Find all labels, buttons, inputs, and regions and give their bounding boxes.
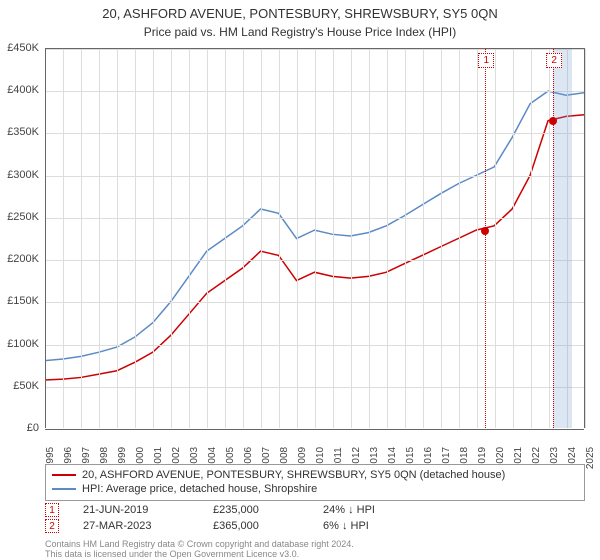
- gridline-v: [495, 49, 496, 428]
- chart-title-line1: 20, ASHFORD AVENUE, PONTESBURY, SHREWSBU…: [0, 0, 600, 23]
- gridline-v: [477, 49, 478, 428]
- y-tick-label: £400K: [7, 84, 39, 96]
- gridline-v: [207, 49, 208, 428]
- gridline-v: [189, 49, 190, 428]
- legend-row: HPI: Average price, detached house, Shro…: [52, 482, 578, 496]
- y-tick-label: £50K: [13, 380, 39, 392]
- sale-marker-label: 1: [478, 53, 494, 68]
- legend-row: 20, ASHFORD AVENUE, PONTESBURY, SHREWSBU…: [52, 468, 578, 482]
- y-tick-label: £250K: [7, 211, 39, 223]
- chart-title-line2: Price paid vs. HM Land Registry's House …: [0, 23, 600, 39]
- sale-row: 1 21-JUN-2019 £235,000 24% ↓ HPI: [45, 502, 585, 518]
- gridline-v: [153, 49, 154, 428]
- gridline-v: [171, 49, 172, 428]
- sale-row-date: 21-JUN-2019: [83, 504, 193, 516]
- gridline-v: [45, 49, 46, 428]
- gridline-v: [531, 49, 532, 428]
- gridline-v: [63, 49, 64, 428]
- gridline-v: [315, 49, 316, 428]
- sale-row: 2 27-MAR-2023 £365,000 6% ↓ HPI: [45, 518, 585, 534]
- plot-area: 12: [45, 48, 585, 428]
- legend-label: HPI: Average price, detached house, Shro…: [82, 482, 317, 496]
- chart-container: 20, ASHFORD AVENUE, PONTESBURY, SHREWSBU…: [0, 0, 600, 560]
- y-tick-label: £450K: [7, 42, 39, 54]
- y-tick-label: £0: [27, 422, 39, 434]
- legend-label: 20, ASHFORD AVENUE, PONTESBURY, SHREWSBU…: [82, 468, 505, 482]
- sale-point: [481, 227, 489, 235]
- gridline-v: [81, 49, 82, 428]
- gridline-v: [387, 49, 388, 428]
- sale-vline: [553, 49, 554, 428]
- y-tick-label: £300K: [7, 169, 39, 181]
- gridline-v: [297, 49, 298, 428]
- sale-vline: [485, 49, 486, 428]
- sale-row-price: £365,000: [213, 520, 303, 532]
- sale-row-delta: 6% ↓ HPI: [323, 520, 369, 532]
- legend: 20, ASHFORD AVENUE, PONTESBURY, SHREWSBU…: [45, 464, 585, 501]
- gridline-v: [459, 49, 460, 428]
- sale-row-delta: 24% ↓ HPI: [323, 504, 375, 516]
- gridline-v: [279, 49, 280, 428]
- gridline-v: [585, 49, 586, 428]
- y-tick-label: £200K: [7, 253, 39, 265]
- gridline-v: [225, 49, 226, 428]
- shade-band: [553, 49, 572, 428]
- sale-row-price: £235,000: [213, 504, 303, 516]
- sale-marker-label: 2: [546, 53, 562, 68]
- gridline-v: [549, 49, 550, 428]
- sale-table: 1 21-JUN-2019 £235,000 24% ↓ HPI 2 27-MAR-202…: [45, 502, 585, 534]
- y-tick-label: £100K: [7, 338, 39, 350]
- gridline-v: [423, 49, 424, 428]
- gridline-v: [117, 49, 118, 428]
- sale-point: [549, 117, 557, 125]
- x-tick-label: 2025: [585, 447, 596, 469]
- gridline-v: [243, 49, 244, 428]
- gridline-v: [135, 49, 136, 428]
- legend-swatch: [52, 474, 76, 476]
- gridline-v: [513, 49, 514, 428]
- gridline-v: [405, 49, 406, 428]
- y-axis: £0£50K£100K£150K£200K£250K£300K£350K£400…: [0, 48, 42, 428]
- gridline-v: [333, 49, 334, 428]
- gridline-v: [261, 49, 262, 428]
- gridline-v: [351, 49, 352, 428]
- sale-row-marker: 2: [45, 519, 59, 533]
- sale-row-date: 27-MAR-2023: [83, 520, 193, 532]
- x-axis: 1995199619971998199920002001200220032004…: [45, 430, 585, 460]
- sale-row-marker: 1: [45, 503, 59, 517]
- footnote-line2: This data is licensed under the Open Gov…: [45, 550, 585, 560]
- footnote: Contains HM Land Registry data © Crown c…: [45, 540, 585, 560]
- gridline-v: [99, 49, 100, 428]
- y-tick-label: £350K: [7, 126, 39, 138]
- gridline-v: [441, 49, 442, 428]
- legend-swatch: [52, 488, 76, 490]
- gridline-v: [369, 49, 370, 428]
- y-tick-label: £150K: [7, 295, 39, 307]
